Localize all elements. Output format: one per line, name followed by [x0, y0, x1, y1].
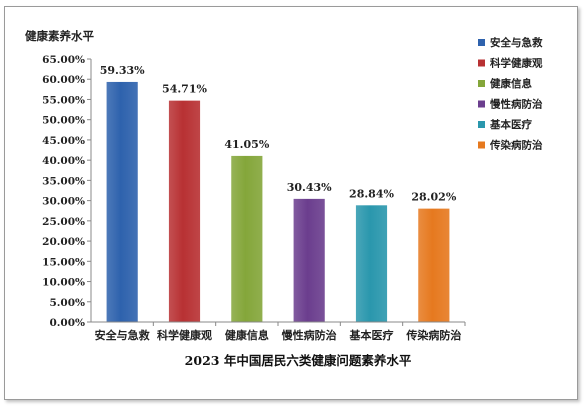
bar-2: [168, 100, 201, 323]
y-tick-label: 5.00%: [49, 297, 85, 309]
legend-swatch: [478, 141, 485, 149]
y-tick-label: 10.00%: [42, 277, 85, 289]
bars: 59.33% 54.71% 41.05% 30.43% 28.84% 28.02%: [100, 64, 457, 323]
data-label: 59.33%: [100, 64, 145, 77]
x-tick-label: 健康信息: [225, 328, 269, 342]
chart-frame: [4, 6, 578, 400]
legend-label: 基本医疗: [489, 118, 532, 131]
data-label: 28.84%: [349, 187, 394, 200]
y-tick-label: 55.00%: [42, 94, 85, 106]
y-tick-label: 30.00%: [42, 196, 85, 208]
bar-6: [418, 208, 450, 322]
y-tick-label: 60.00%: [42, 74, 85, 86]
x-tick-label: 基本医疗: [349, 328, 394, 342]
bar-3: [231, 155, 263, 322]
x-tick-label: 慢性病防治: [282, 328, 337, 342]
y-tick-label: 50.00%: [42, 115, 85, 127]
data-label: 41.05%: [224, 138, 269, 151]
legend-swatch: [478, 100, 485, 108]
y-tick-label: 15.00%: [42, 256, 85, 268]
y-tick-label: 45.00%: [42, 135, 85, 147]
legend-swatch: [478, 121, 485, 128]
x-tick-label: 安全与急救: [95, 328, 150, 342]
y-tick-label: 40.00%: [42, 155, 85, 167]
legend-label: 科学健康观: [490, 57, 543, 70]
legend-label: 慢性病防治: [490, 98, 543, 111]
data-label: 28.02%: [411, 191, 456, 204]
y-tick-label: 65.00%: [42, 54, 85, 66]
x-tick-label: 传染病防治: [405, 328, 461, 342]
legend-swatch: [478, 59, 485, 67]
x-tick-label: 科学健康观: [157, 328, 212, 342]
y-tick-label: 20.00%: [42, 236, 85, 248]
legend-label: 传染病防治: [489, 139, 543, 152]
y-tick-label: 25.00%: [42, 216, 85, 228]
data-label: 54.71%: [162, 83, 207, 96]
legend-swatch: [478, 80, 485, 87]
chart-title: 2023 年中国居民六类健康问题素养水平: [185, 353, 412, 368]
data-label: 30.43%: [287, 181, 332, 194]
y-tick-label: 0.00%: [49, 317, 85, 329]
legend-label: 安全与急救: [490, 36, 543, 49]
y-tick-label: 35.00%: [42, 175, 85, 187]
y-axis-label: 健康素养水平: [25, 29, 94, 43]
x-axis: 安全与急救 科学健康观 健康信息 慢性病防治 基本医疗 传染病防治: [91, 321, 466, 342]
bar-1: [106, 81, 138, 323]
bar-4: [293, 198, 325, 322]
y-axis: 0.00% 5.00% 10.00% 15.00% 20.00% 25.00% 30.00%…: [42, 54, 92, 329]
legend-swatch: [478, 39, 485, 46]
legend-label: 健康信息: [490, 77, 532, 90]
bar-5: [355, 205, 388, 322]
